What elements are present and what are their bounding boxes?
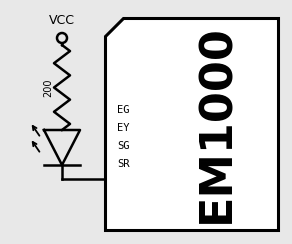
Text: 200: 200 — [43, 78, 53, 97]
Text: SR: SR — [117, 159, 129, 169]
Text: EM1000: EM1000 — [195, 25, 238, 224]
Text: EY: EY — [117, 123, 129, 133]
Text: EG: EG — [117, 105, 129, 115]
Polygon shape — [105, 18, 278, 230]
Text: SG: SG — [117, 141, 129, 151]
Text: VCC: VCC — [49, 14, 75, 27]
